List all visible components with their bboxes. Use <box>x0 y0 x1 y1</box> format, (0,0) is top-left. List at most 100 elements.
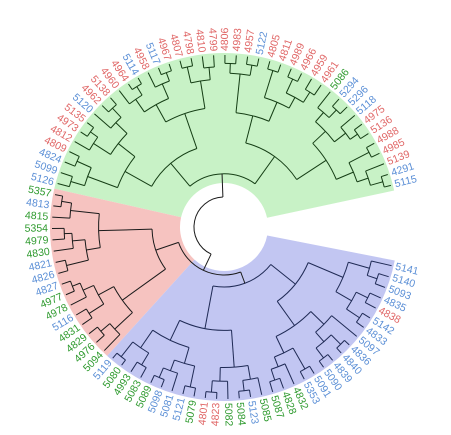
tree-branch-78 <box>161 83 170 99</box>
tree-branch-arc-188 <box>163 367 178 374</box>
tree-branch-207 <box>238 391 240 399</box>
tree-branch-arc-248 <box>356 312 363 323</box>
tree-branch-arc-221 <box>271 363 286 370</box>
tree-branch-94 <box>87 176 118 189</box>
tree-branch-arc-209 <box>238 389 250 392</box>
tree-branch-142 <box>58 270 69 274</box>
tree-branch-67 <box>155 104 167 123</box>
tree-branch-31 <box>317 91 331 109</box>
tree-branch-28 <box>354 123 363 131</box>
tip-label: 5084 <box>234 402 248 426</box>
tree-branch-238 <box>344 340 350 346</box>
tree-branch-arc-158 <box>85 308 93 319</box>
tree-branch-213 <box>275 336 285 354</box>
tree-branch-103 <box>101 105 109 113</box>
tree-branch-159 <box>100 323 111 332</box>
tree-branch-133 <box>66 259 89 266</box>
tree-branch-15 <box>384 184 392 188</box>
tree-branch-arc-149 <box>93 285 105 305</box>
tip-label: 4807 <box>167 33 185 59</box>
tree-branch-arc-197 <box>220 365 249 369</box>
clade-background-layer <box>50 53 395 401</box>
tree-branch-117 <box>60 172 73 177</box>
tip-label: 5126 <box>30 171 56 189</box>
tree-branch-168 <box>169 320 181 341</box>
tree-branch-219 <box>270 369 276 381</box>
tip-label: 4821 <box>28 257 53 274</box>
tree-branch-147 <box>82 284 94 291</box>
tree-branch-114 <box>69 151 80 157</box>
tree-branch-arc-161 <box>109 323 121 335</box>
tree-branch-172 <box>183 347 190 364</box>
tree-branch-123 <box>70 210 100 215</box>
tree-branch-127 <box>52 216 70 219</box>
tree-branch-arc-110 <box>86 127 94 137</box>
tree-branch-arc-101 <box>110 117 122 129</box>
tree-branch-1 <box>170 162 191 187</box>
tree-branch-arc-203 <box>205 391 217 393</box>
red-clade-background <box>50 188 195 356</box>
tree-branch-arc-125 <box>98 213 101 248</box>
tree-branch-204 <box>242 380 245 391</box>
tree-branch-216 <box>273 356 279 367</box>
tree-branch-160 <box>103 334 121 351</box>
tree-branch-arc-185 <box>174 359 195 367</box>
tree-branch-154 <box>65 290 75 296</box>
tree-branch-118 <box>57 183 70 188</box>
tip-label: 4798 <box>180 30 196 55</box>
tree-branch-115 <box>64 161 76 167</box>
tree-branch-249 <box>365 302 376 309</box>
tree-backbone-branch-260 <box>155 241 179 251</box>
tree-branch-arc-5 <box>245 142 298 180</box>
tree-branch-180 <box>130 361 138 372</box>
tree-branch-144 <box>98 286 115 296</box>
tree-branch-6 <box>336 171 354 180</box>
tree-branch-82 <box>147 72 156 88</box>
tree-branch-79 <box>135 99 145 113</box>
tree-branch-arc-35 <box>332 105 341 115</box>
tree-branch-184 <box>189 365 196 388</box>
tree-branch-73 <box>201 56 205 69</box>
tip-label: 5079 <box>183 399 199 424</box>
tree-branch-39 <box>288 97 296 109</box>
tree-branch-arc-83 <box>155 80 170 88</box>
tree-backbone-branch-261 <box>240 271 246 284</box>
tip-label: 5141 <box>394 261 420 278</box>
tree-branch-247 <box>362 312 371 319</box>
tree-branch-181 <box>140 367 147 378</box>
tree-branch-234 <box>318 360 324 368</box>
tree-branch-175 <box>141 352 150 366</box>
tree-branch-arc-23 <box>315 121 335 143</box>
branch-layer <box>52 54 392 399</box>
tree-branch-arc-77 <box>181 65 193 69</box>
tree-branch-240 <box>335 291 352 302</box>
tree-branch-193 <box>193 387 197 397</box>
tree-branch-arc-128 <box>69 202 73 219</box>
tree-branch-arc-176 <box>132 341 150 354</box>
tip-label: 5121 <box>171 396 188 422</box>
tree-branch-64 <box>124 171 152 187</box>
tree-branch-225 <box>299 371 305 380</box>
tip-label: 4823 <box>209 402 222 426</box>
tree-branch-121 <box>122 268 166 301</box>
tip-label: 5357 <box>27 184 52 200</box>
tree-branch-arc-218 <box>274 347 294 358</box>
tree-branch-205 <box>257 377 263 395</box>
tree-backbone-branch-259 <box>202 253 212 271</box>
tree-branch-189 <box>150 375 155 383</box>
tree-branch-22 <box>315 112 324 123</box>
tree-branch-174 <box>120 341 134 357</box>
tree-branch-169 <box>230 330 235 368</box>
tree-branch-145 <box>114 312 133 330</box>
tree-branch-37 <box>235 73 241 113</box>
tip-label: 5082 <box>222 403 235 427</box>
tree-branch-166 <box>270 264 296 285</box>
tree-branch-51 <box>277 64 282 73</box>
tree-branch-252 <box>367 274 378 280</box>
tree-branch-109 <box>80 131 88 137</box>
tree-branch-arc-179 <box>116 352 126 361</box>
tree-branch-46 <box>304 78 312 90</box>
tree-branch-18 <box>371 152 380 158</box>
tree-branch-12 <box>370 181 383 186</box>
